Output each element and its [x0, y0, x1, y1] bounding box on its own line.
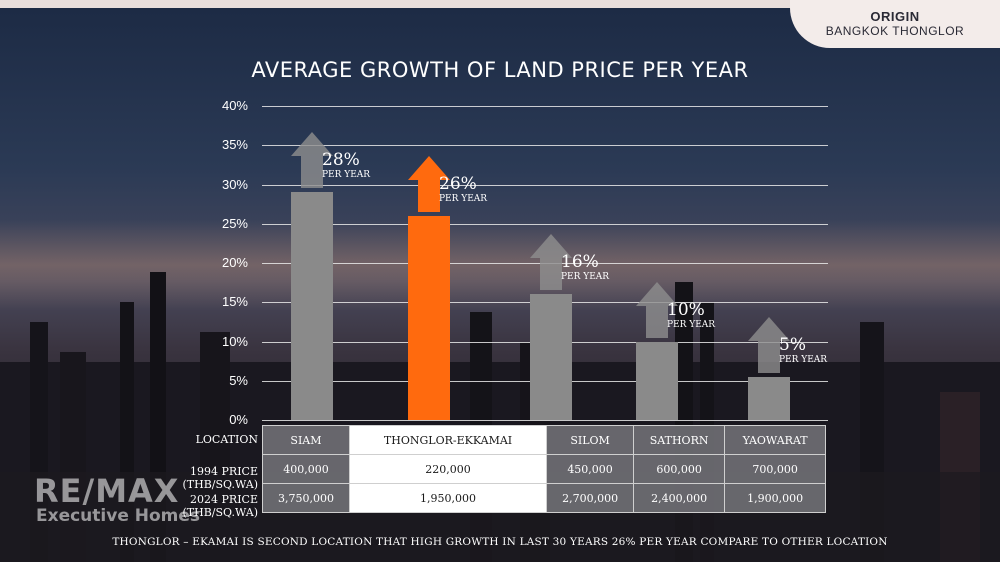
bar-per-year-label: PER YEAR	[322, 170, 371, 181]
table-row: 3,750,000 1,950,000 2,700,000 2,400,000 …	[262, 483, 826, 513]
up-arrow-icon	[636, 281, 678, 338]
bar-value-label: 28%	[322, 150, 360, 171]
up-arrow-icon	[530, 234, 572, 291]
gridline	[262, 145, 828, 147]
table-header-label: LOCATION	[195, 433, 258, 446]
y-tick-label: 20%	[221, 255, 248, 270]
price-table: SIAM THONGLOR-EKKAMAI SILOM SATHORN YAOW…	[262, 425, 826, 513]
y-tick-label: 0%	[229, 412, 248, 427]
y-tick-label: 30%	[221, 176, 248, 192]
up-arrow-icon	[748, 316, 790, 373]
table-cell: 600,000	[633, 454, 726, 484]
table-cell: 1,900,000	[724, 483, 826, 513]
y-tick-label: 15%	[221, 294, 248, 310]
table-row-label-1994: 1994 PRICE (THB/SQ.WA)	[182, 465, 258, 491]
gridline	[262, 223, 828, 225]
table-header-cell: SILOM	[546, 425, 635, 455]
up-arrow-icon	[408, 155, 450, 212]
table-header-cell: SIAM	[262, 425, 350, 455]
gridline	[262, 106, 828, 107]
bar-value-label: 16%	[561, 252, 599, 273]
table-row: 400,000 220,000 450,000 600,000 700,000	[262, 454, 826, 484]
background-sky-glow	[0, 220, 1000, 310]
bar-silom	[530, 294, 572, 420]
table-header-cell: THONGLOR-EKKAMAI	[348, 425, 548, 455]
gridline	[262, 420, 828, 421]
up-arrow-icon	[291, 132, 333, 189]
bar-per-year-label: PER YEAR	[439, 193, 488, 204]
y-tick-label: 40%	[221, 98, 248, 113]
remax-watermark-tagline: Executive Homes	[36, 506, 201, 526]
brand-name: ORIGIN	[870, 9, 920, 24]
brand-corner-logo: ORIGIN BANGKOK THONGLOR	[790, 0, 1000, 48]
table-cell: 1,950,000	[348, 483, 548, 513]
table-cell: 220,000	[348, 454, 548, 484]
chart-title: AVERAGE GROWTH OF LAND PRICE PER YEAR	[251, 58, 749, 82]
table-header-cell: YAOWARAT	[724, 425, 826, 455]
bar-yaowarat	[748, 376, 790, 420]
bar-value-label: 5%	[779, 334, 806, 355]
table-cell: 2,700,000	[546, 483, 635, 513]
y-tick-label: 25%	[221, 215, 248, 231]
table-cell: 450,000	[546, 454, 635, 484]
table-header-cell: SATHORN	[633, 425, 726, 455]
table-header-row: SIAM THONGLOR-EKKAMAI SILOM SATHORN YAOW…	[262, 425, 826, 455]
bar-thonglor-ekkamai	[408, 215, 450, 420]
table-row-label-2024: 2024 PRICE (THB/SQ.WA)	[182, 493, 258, 519]
bar-per-year-label: PER YEAR	[667, 319, 716, 330]
footer-note: THONGLOR – EKAMAI IS SECOND LOCATION THA…	[112, 536, 888, 548]
y-tick-label: 10%	[221, 333, 248, 349]
top-brand-strip	[0, 0, 1000, 8]
bar-per-year-label: PER YEAR	[779, 354, 828, 365]
y-tick-label: 35%	[221, 137, 248, 153]
bar-value-label: 26%	[439, 173, 477, 194]
bar-sathorn	[636, 341, 678, 420]
bar-value-label: 10%	[667, 299, 705, 320]
table-cell: 3,750,000	[262, 483, 350, 513]
table-cell: 2,400,000	[633, 483, 726, 513]
bar-siam	[291, 192, 333, 420]
bar-per-year-label: PER YEAR	[561, 272, 610, 283]
remax-watermark-logo: RE/MAX	[34, 472, 180, 510]
brand-subtitle: BANGKOK THONGLOR	[825, 24, 965, 38]
y-tick-label: 5%	[229, 372, 248, 388]
gridline	[262, 184, 828, 186]
table-cell: 700,000	[724, 454, 826, 484]
table-cell: 400,000	[262, 454, 350, 484]
